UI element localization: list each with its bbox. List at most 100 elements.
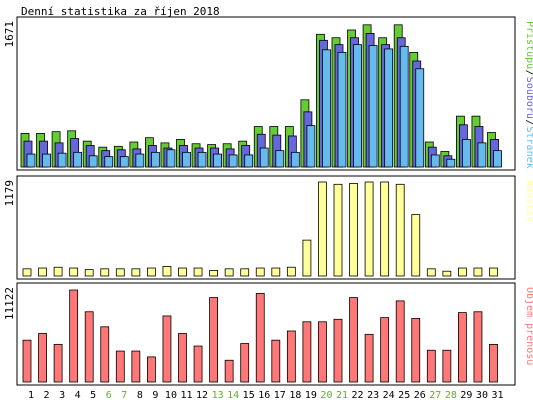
y-max-label: 1179 (3, 180, 16, 207)
bar-stránek-10 (166, 149, 176, 168)
bar-kbytes-16 (255, 292, 265, 383)
bar-visits-7 (115, 268, 125, 277)
bar-kbytes-18 (286, 330, 296, 383)
panel-visits: 1179 Návštěv (3, 175, 533, 280)
bar-visits-28 (442, 270, 452, 277)
chart-panels: 1671Přístupů/Souborů/Stránek1179Návštěv1… (3, 16, 533, 386)
x-tick-label: 17 (274, 390, 286, 401)
bar-visits-16 (255, 267, 265, 277)
legend-separator: / (524, 70, 533, 76)
bar-kbytes-26 (411, 318, 421, 383)
x-tick-label: 29 (460, 390, 472, 401)
bar-visits-5 (84, 269, 94, 277)
bar-kbytes-7 (115, 350, 125, 383)
bar-stránek-8 (135, 153, 145, 168)
x-tick-label: 6 (106, 390, 112, 401)
x-tick-label: 23 (367, 390, 379, 401)
y-max-label: 11122 (3, 287, 16, 320)
bar-stránek-26 (415, 68, 425, 168)
x-tick-label: 7 (121, 390, 127, 401)
x-tick-label: 1 (28, 390, 34, 401)
bar-stránek-3 (57, 152, 67, 168)
bar-visits-29 (457, 267, 467, 277)
bar-visits-1 (22, 268, 32, 277)
bar-visits-12 (193, 267, 203, 277)
bar-stránek-31 (493, 150, 502, 168)
x-tick-label: 31 (491, 390, 503, 401)
legend-kbytes-0: Objem přenosu (524, 287, 533, 365)
x-tick-label: 13 (212, 390, 224, 401)
legend-visits-0: Návštěv (524, 180, 533, 222)
bar-stránek-24 (384, 48, 394, 168)
bar-stránek-6 (104, 156, 114, 168)
bar-kbytes-8 (131, 350, 141, 383)
x-tick-label: 12 (196, 390, 208, 401)
bar-stránek-22 (353, 44, 362, 168)
bar-visits-2 (38, 267, 47, 277)
bar-stránek-27 (430, 154, 440, 168)
x-tick-label: 14 (227, 390, 239, 401)
bar-kbytes-2 (38, 333, 47, 383)
bar-stránek-23 (368, 45, 378, 168)
bar-stránek-19 (306, 125, 316, 168)
bar-visits-26 (411, 214, 421, 277)
bar-kbytes-5 (84, 311, 94, 383)
x-tick-label: 25 (398, 390, 410, 401)
x-tick-label: 8 (137, 390, 143, 401)
bar-stránek-14 (228, 154, 238, 168)
bar-visits-8 (131, 268, 141, 277)
bar-visits-10 (162, 266, 172, 277)
bar-kbytes-21 (333, 318, 343, 383)
x-tick-label: 5 (90, 390, 96, 401)
bar-visits-25 (395, 183, 405, 277)
panel-frame (16, 175, 516, 280)
x-tick-label: 4 (75, 390, 81, 401)
x-tick-label: 22 (352, 390, 364, 401)
bar-visits-22 (349, 183, 358, 277)
bar-stránek-21 (337, 51, 347, 168)
bar-stránek-5 (88, 155, 98, 168)
bar-kbytes-13 (209, 297, 219, 383)
bar-visits-24 (380, 181, 390, 277)
bar-visits-14 (224, 268, 234, 277)
bar-stránek-4 (73, 151, 83, 168)
bar-kbytes-27 (426, 349, 436, 383)
x-tick-label: 16 (258, 390, 270, 401)
bar-visits-21 (333, 183, 343, 277)
bar-kbytes-12 (193, 345, 203, 383)
bar-stránek-1 (26, 153, 36, 168)
x-tick-label: 26 (414, 390, 426, 401)
bar-kbytes-31 (489, 343, 498, 383)
bar-visits-11 (178, 267, 187, 277)
bar-visits-15 (240, 268, 250, 277)
bar-kbytes-4 (69, 289, 79, 383)
bar-kbytes-19 (302, 321, 312, 383)
bar-kbytes-9 (146, 356, 156, 383)
bar-kbytes-29 (457, 312, 467, 383)
bar-visits-27 (426, 268, 436, 277)
bar-visits-18 (286, 266, 296, 277)
bar-stránek-15 (244, 154, 254, 168)
x-tick-label: 24 (383, 390, 395, 401)
bar-stránek-13 (213, 153, 223, 168)
bar-stránek-18 (290, 151, 300, 168)
bar-stránek-25 (399, 45, 409, 168)
bar-kbytes-3 (53, 343, 63, 383)
bar-stránek-20 (322, 49, 331, 168)
bar-stránek-28 (446, 158, 456, 168)
bar-kbytes-1 (22, 339, 32, 383)
bar-stránek-7 (119, 156, 129, 168)
bar-kbytes-24 (380, 317, 390, 383)
x-tick-label: 30 (476, 390, 488, 401)
x-tick-label: 11 (180, 390, 192, 401)
bar-visits-30 (473, 267, 483, 277)
x-tick-label: 9 (152, 390, 158, 401)
bar-kbytes-10 (162, 315, 172, 383)
bar-kbytes-20 (318, 321, 327, 383)
bar-visits-6 (100, 268, 110, 277)
bar-stránek-9 (150, 151, 160, 168)
bar-kbytes-6 (100, 326, 110, 383)
bar-stránek-29 (461, 139, 471, 168)
